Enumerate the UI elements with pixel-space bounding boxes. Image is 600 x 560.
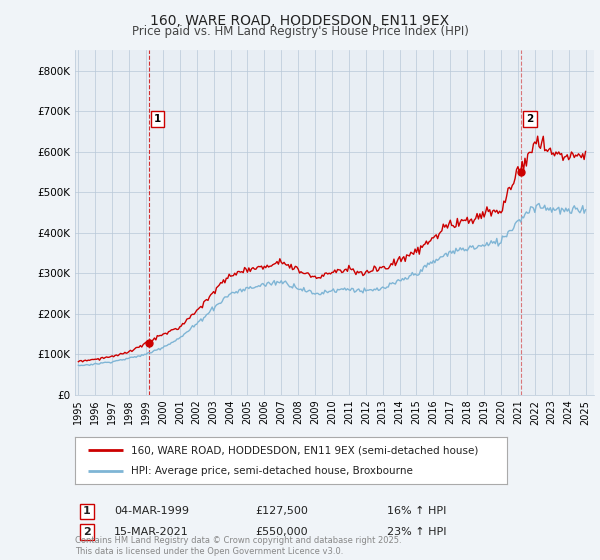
Text: 160, WARE ROAD, HODDESDON, EN11 9EX: 160, WARE ROAD, HODDESDON, EN11 9EX <box>151 14 449 28</box>
Text: £127,500: £127,500 <box>255 506 308 516</box>
Text: 23% ↑ HPI: 23% ↑ HPI <box>387 527 446 537</box>
Text: 15-MAR-2021: 15-MAR-2021 <box>114 527 189 537</box>
Text: HPI: Average price, semi-detached house, Broxbourne: HPI: Average price, semi-detached house,… <box>131 466 413 476</box>
Text: £550,000: £550,000 <box>255 527 308 537</box>
Text: 04-MAR-1999: 04-MAR-1999 <box>114 506 189 516</box>
Text: 160, WARE ROAD, HODDESDON, EN11 9EX (semi-detached house): 160, WARE ROAD, HODDESDON, EN11 9EX (sem… <box>131 445 479 455</box>
Text: Price paid vs. HM Land Registry's House Price Index (HPI): Price paid vs. HM Land Registry's House … <box>131 25 469 38</box>
Text: 1: 1 <box>154 114 161 124</box>
Text: 16% ↑ HPI: 16% ↑ HPI <box>387 506 446 516</box>
Text: 1: 1 <box>83 506 91 516</box>
Text: Contains HM Land Registry data © Crown copyright and database right 2025.
This d: Contains HM Land Registry data © Crown c… <box>75 536 401 556</box>
Text: 2: 2 <box>527 114 534 124</box>
Text: 2: 2 <box>83 527 91 537</box>
